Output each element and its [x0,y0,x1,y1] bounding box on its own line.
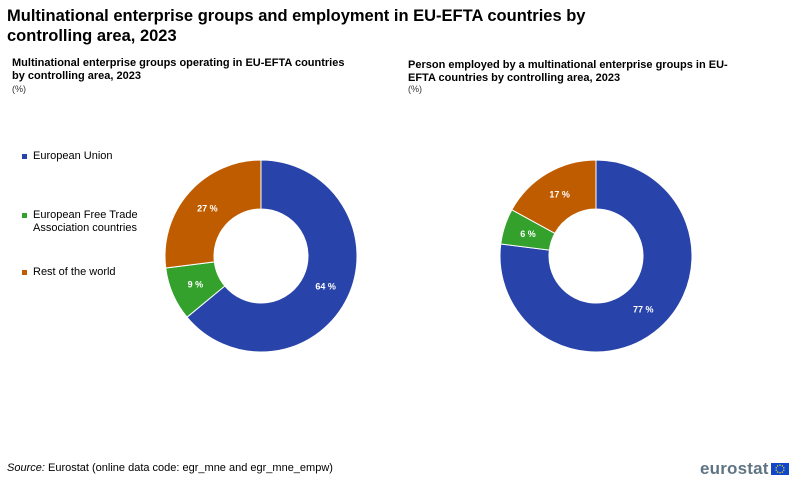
chart1-unit: (%) [12,84,26,94]
legend-label-eu: European Union [33,150,113,162]
logo-text: eurostat [700,459,769,478]
donut1-label-row: 27 % [197,204,218,214]
source-prefix: Source: [7,462,45,474]
legend-label-row: Rest of the world [33,266,116,278]
legend-swatch-eu [22,154,27,159]
chart1-title: Multinational enterprise groups operatin… [12,57,345,82]
donut2-label-efta: 6 % [520,229,536,239]
donut-chart-groups: 64 % 9 % 27 % [164,159,358,353]
legend-swatch-row [22,270,27,275]
legend-item-efta[interactable]: European Free Trade Association countrie… [22,209,142,235]
donut2-label-row: 17 % [549,189,570,199]
legend-label-efta: European Free Trade Association countrie… [33,209,138,234]
eu-flag-icon [771,463,789,475]
donut1-slice-row[interactable] [164,159,262,269]
page-title: Multinational enterprise groups and empl… [7,7,586,45]
donut2-slice-eu[interactable] [499,159,693,353]
donut2-slice-row[interactable] [511,159,597,235]
donut1-label-efta: 9 % [188,279,204,289]
donut2-label-eu: 77 % [633,305,654,315]
source-note: Source: Eurostat (online data code: egr_… [7,462,333,474]
donut1-label-eu: 64 % [315,281,336,291]
donut-chart-employment: 77 % 6 % 17 % [499,159,693,353]
source-text: Eurostat (online data code: egr_mne and … [47,462,333,474]
chart2-title: Person employed by a multinational enter… [408,59,728,84]
legend-swatch-efta [22,213,27,218]
legend-item-eu[interactable]: European Union [22,150,142,163]
donut1-slice-eu[interactable] [186,159,358,353]
chart2-unit: (%) [408,84,422,94]
legend-item-row[interactable]: Rest of the world [22,266,142,279]
